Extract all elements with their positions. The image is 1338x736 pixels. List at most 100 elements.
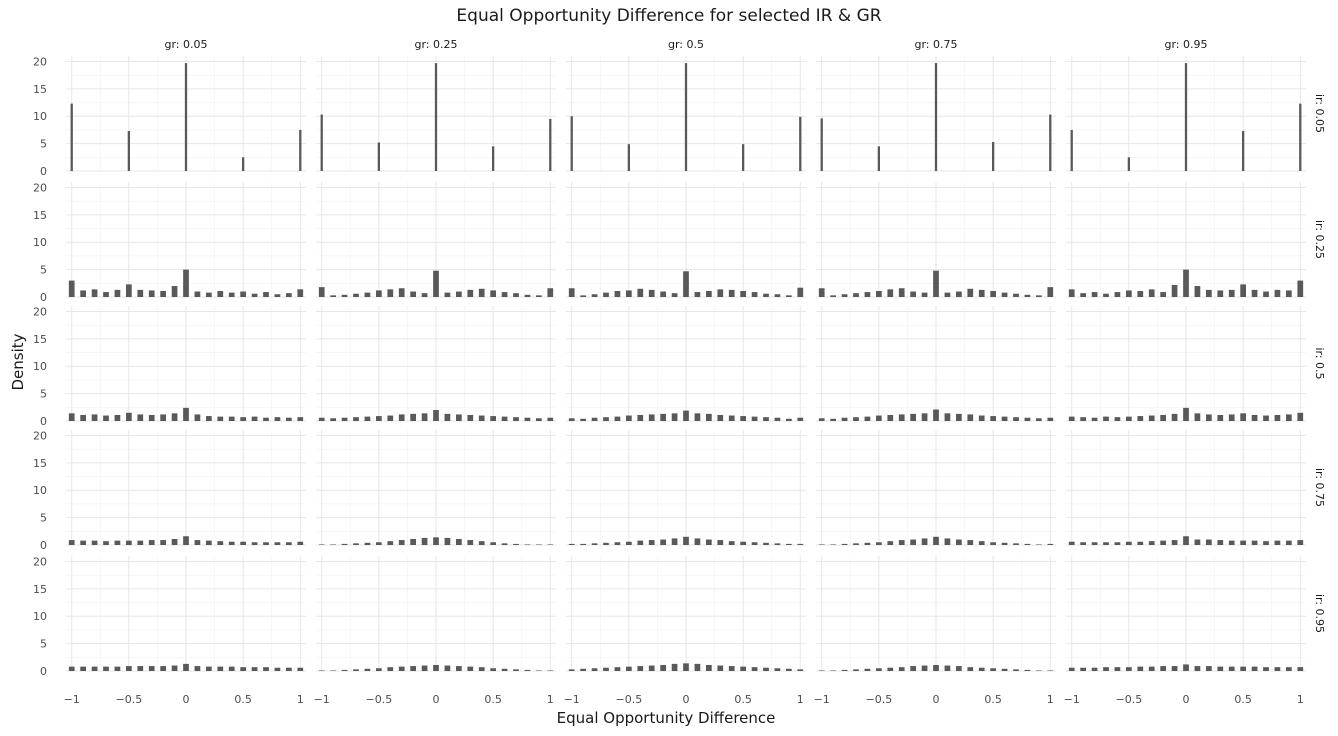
histogram-bar: [921, 292, 928, 297]
histogram-bar: [1114, 292, 1121, 297]
histogram-bar: [148, 414, 155, 421]
histogram-bar: [990, 542, 996, 545]
histogram-bar: [330, 670, 336, 671]
histogram-bar: [990, 416, 996, 421]
histogram-bar: [297, 667, 304, 671]
histogram-bar: [1251, 666, 1258, 671]
histogram-bar: [478, 288, 485, 297]
histogram-bar: [330, 418, 336, 421]
histogram-bar: [967, 540, 974, 545]
histogram-bar: [91, 289, 98, 297]
histogram-bar: [547, 544, 554, 545]
histogram-bar: [1251, 289, 1258, 297]
facet-panel: [566, 182, 806, 298]
histogram-bar: [421, 537, 428, 545]
histogram-bar: [1013, 417, 1019, 421]
histogram-bar: [251, 667, 258, 671]
histogram-bar: [1251, 414, 1258, 421]
histogram-bar: [421, 665, 428, 671]
histogram-bar: [694, 538, 701, 545]
histogram-bar: [626, 415, 632, 421]
histogram-bar: [568, 669, 575, 671]
histogram-bar: [626, 666, 632, 671]
facet-row-label: ir: 0.25: [1313, 220, 1326, 259]
histogram-bar: [68, 280, 75, 297]
histogram-bar: [228, 541, 235, 545]
histogram-bar: [1137, 416, 1144, 421]
facet-panel: [316, 56, 556, 172]
histogram-bar: [706, 290, 712, 297]
facet-panel: [1066, 430, 1306, 546]
histogram-bar: [297, 417, 304, 421]
histogram-bar: [206, 666, 212, 671]
histogram-bar: [717, 665, 724, 671]
histogram-bar: [274, 417, 281, 421]
x-tick-label: −0.5: [865, 693, 892, 706]
facet-panel: [66, 430, 306, 546]
x-tick-label: 0: [683, 693, 690, 706]
histogram-bar: [184, 63, 188, 171]
histogram-bar: [1171, 284, 1178, 297]
histogram-bar: [1001, 292, 1008, 297]
histogram-bar: [137, 289, 144, 297]
histogram-bar: [684, 63, 688, 171]
histogram-bar: [1183, 664, 1189, 671]
histogram-bar: [841, 417, 848, 421]
histogram-bar: [683, 271, 689, 297]
histogram-bar: [637, 288, 644, 297]
histogram-bar: [1240, 666, 1246, 671]
histogram-bar: [364, 292, 371, 297]
histogram-bar: [492, 146, 495, 171]
histogram-bar: [1217, 290, 1224, 297]
histogram-bar: [80, 666, 86, 671]
histogram-bar: [1240, 284, 1246, 297]
histogram-bar: [114, 289, 121, 297]
histogram-bar: [1001, 668, 1008, 671]
histogram-bar: [876, 415, 882, 421]
y-tick-label: 10: [33, 236, 47, 249]
histogram-bar: [513, 543, 519, 545]
histogram-bar: [603, 667, 609, 671]
histogram-bar: [1194, 666, 1201, 671]
x-tick-label: −0.5: [1115, 693, 1142, 706]
histogram-bar: [706, 539, 712, 545]
histogram-bar: [1114, 542, 1121, 545]
histogram-bar: [330, 295, 336, 297]
histogram-bar: [1091, 667, 1098, 671]
histogram-bar: [490, 668, 496, 671]
histogram-bar: [251, 542, 258, 545]
histogram-bar: [1036, 418, 1042, 421]
facet-panel: [816, 182, 1056, 298]
x-tick-label: −1: [814, 693, 830, 706]
histogram-bar: [398, 666, 405, 671]
histogram-bar: [1194, 539, 1201, 545]
histogram-bar: [513, 293, 519, 297]
histogram-bar: [671, 293, 678, 297]
histogram-bar: [660, 291, 666, 297]
histogram-bar: [1286, 540, 1292, 545]
histogram-bar: [763, 542, 769, 545]
histogram-bar: [171, 665, 178, 671]
histogram-bar: [1228, 540, 1235, 545]
histogram-bar: [1047, 287, 1054, 297]
histogram-bar: [171, 413, 178, 421]
facet-panel: [816, 430, 1056, 546]
histogram-bar: [126, 540, 132, 545]
histogram-bar: [921, 538, 928, 545]
facet-col-label: gr: 0.5: [668, 38, 704, 51]
x-tick-label: 0.5: [734, 693, 752, 706]
histogram-bar: [1148, 666, 1155, 671]
histogram-bar: [353, 669, 359, 671]
histogram-bar: [637, 540, 644, 545]
histogram-bar: [910, 539, 916, 545]
histogram-bar: [286, 293, 292, 297]
histogram-bar: [614, 667, 621, 671]
histogram-bar: [580, 668, 586, 671]
histogram-bar: [376, 542, 382, 545]
histogram-bar: [456, 291, 462, 297]
y-tick-label: 20: [33, 429, 47, 442]
histogram-bar: [978, 667, 985, 671]
y-tick-label: 20: [33, 55, 47, 68]
histogram-bar: [1228, 289, 1235, 297]
y-tick-label: 5: [40, 512, 47, 525]
